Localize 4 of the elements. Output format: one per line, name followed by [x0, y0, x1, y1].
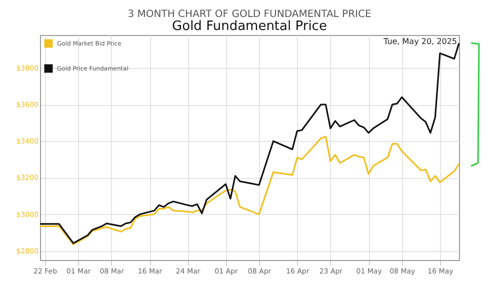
line-series [39, 136, 460, 246]
chart-title: Gold Fundamental Price [172, 19, 327, 34]
annotation: Tue, May 20, 2025 [382, 37, 457, 46]
chart-subtitle: 3 MONTH CHART OF GOLD FUNDAMENTAL PRICE [128, 9, 372, 20]
